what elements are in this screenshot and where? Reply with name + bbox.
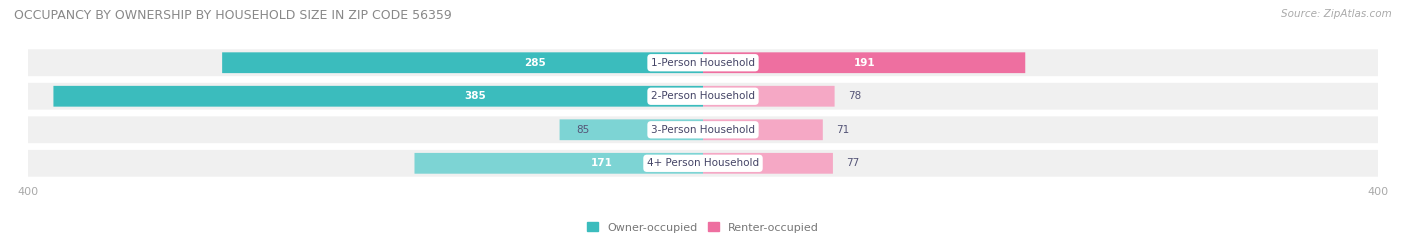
Text: 4+ Person Household: 4+ Person Household [647,158,759,168]
Text: OCCUPANCY BY OWNERSHIP BY HOUSEHOLD SIZE IN ZIP CODE 56359: OCCUPANCY BY OWNERSHIP BY HOUSEHOLD SIZE… [14,9,451,22]
FancyBboxPatch shape [703,52,1025,73]
Text: 191: 191 [853,58,875,68]
FancyBboxPatch shape [703,86,835,107]
Text: 385: 385 [465,91,486,101]
Text: 71: 71 [837,125,849,135]
Text: 3-Person Household: 3-Person Household [651,125,755,135]
FancyBboxPatch shape [25,116,1381,143]
FancyBboxPatch shape [25,150,1381,177]
FancyBboxPatch shape [703,153,832,174]
Text: 2-Person Household: 2-Person Household [651,91,755,101]
Text: 285: 285 [524,58,546,68]
Text: 77: 77 [846,158,859,168]
FancyBboxPatch shape [703,119,823,140]
Text: 171: 171 [591,158,613,168]
Text: 1-Person Household: 1-Person Household [651,58,755,68]
FancyBboxPatch shape [53,86,703,107]
FancyBboxPatch shape [560,119,703,140]
FancyBboxPatch shape [25,83,1381,110]
Text: 85: 85 [576,125,589,135]
Text: Source: ZipAtlas.com: Source: ZipAtlas.com [1281,9,1392,19]
Legend: Owner-occupied, Renter-occupied: Owner-occupied, Renter-occupied [585,220,821,233]
FancyBboxPatch shape [222,52,703,73]
FancyBboxPatch shape [25,49,1381,76]
Text: 78: 78 [848,91,862,101]
FancyBboxPatch shape [415,153,703,174]
